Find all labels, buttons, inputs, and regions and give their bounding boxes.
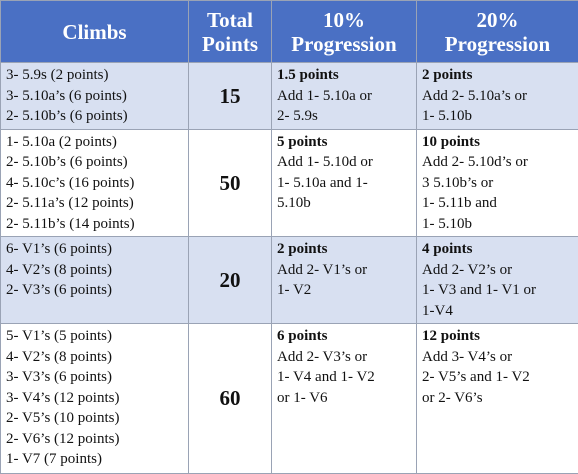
- progression-line: 1- V2: [277, 280, 411, 301]
- climb-line: 2- 5.11b’s (14 points): [6, 214, 183, 235]
- header-text: Points: [191, 32, 269, 56]
- progression-line: 2- 5.9s: [277, 106, 411, 127]
- climb-line: 4- 5.10c’s (16 points): [6, 173, 183, 194]
- progression-points: 5 points: [277, 132, 411, 153]
- header-text: Total: [191, 8, 269, 32]
- progression-line: 1- 5.11b and: [422, 193, 573, 214]
- progression-line: 2- V5’s and 1- V2: [422, 367, 573, 388]
- progression-line: Add 2- V2’s or: [422, 260, 573, 281]
- progression-points: 1.5 points: [277, 65, 411, 86]
- header-text: Climbs: [3, 20, 186, 44]
- progression-line: 3 5.10b’s or: [422, 173, 573, 194]
- climb-line: 2- V6’s (12 points): [6, 429, 183, 450]
- header-cell: Climbs: [1, 1, 189, 63]
- progression-line: 1- 5.10b: [422, 214, 573, 235]
- table-row: 3- 5.9s (2 points)3- 5.10a’s (6 points)2…: [1, 63, 578, 130]
- climbs-cell: 6- V1’s (6 points)4- V2’s (8 points)2- V…: [1, 237, 189, 324]
- progression-points: 2 points: [277, 239, 411, 260]
- header-text: Progression: [419, 32, 576, 56]
- climb-line: 3- 5.9s (2 points): [6, 65, 183, 86]
- total-points: 60: [220, 386, 241, 410]
- total-cell: 50: [189, 129, 272, 237]
- progression-line: or 2- V6’s: [422, 388, 573, 409]
- climb-line: 3- V4’s (12 points): [6, 388, 183, 409]
- climb-line: 2- V5’s (10 points): [6, 408, 183, 429]
- table-row: 5- V1’s (5 points)4- V2’s (8 points)3- V…: [1, 324, 578, 474]
- header-text: Progression: [274, 32, 414, 56]
- progression-line: Add 2- 5.10d’s or: [422, 152, 573, 173]
- climb-line: 2- 5.11a’s (12 points): [6, 193, 183, 214]
- total-points: 20: [220, 268, 241, 292]
- progression-line: Add 2- V1’s or: [277, 260, 411, 281]
- climb-line: 4- V2’s (8 points): [6, 347, 183, 368]
- climb-line: 6- V1’s (6 points): [6, 239, 183, 260]
- climbs-cell: 1- 5.10a (2 points)2- 5.10b’s (6 points)…: [1, 129, 189, 237]
- progression-line: Add 2- V3’s or: [277, 347, 411, 368]
- total-cell: 20: [189, 237, 272, 324]
- progression-line: 1- V4 and 1- V2: [277, 367, 411, 388]
- total-points: 50: [220, 171, 241, 195]
- climbs-cell: 3- 5.9s (2 points)3- 5.10a’s (6 points)2…: [1, 63, 189, 130]
- climb-line: 2- 5.10b’s (6 points): [6, 152, 183, 173]
- climb-line: 2- 5.10b’s (6 points): [6, 106, 183, 127]
- total-cell: 15: [189, 63, 272, 130]
- table-row: 1- 5.10a (2 points)2- 5.10b’s (6 points)…: [1, 129, 578, 237]
- total-points: 15: [220, 84, 241, 108]
- progression-points: 4 points: [422, 239, 573, 260]
- progression-points: 6 points: [277, 326, 411, 347]
- table-body: 3- 5.9s (2 points)3- 5.10a’s (6 points)2…: [1, 63, 578, 474]
- progression-line: 1-V4: [422, 301, 573, 322]
- climb-line: 1- 5.10a (2 points): [6, 132, 183, 153]
- climb-line: 1- V7 (7 points): [6, 449, 183, 470]
- table-row: 6- V1’s (6 points)4- V2’s (8 points)2- V…: [1, 237, 578, 324]
- progression-line: 1- 5.10b: [422, 106, 573, 127]
- climb-line: 5- V1’s (5 points): [6, 326, 183, 347]
- progression-points: 10 points: [422, 132, 573, 153]
- header-cell: 20%Progression: [417, 1, 578, 63]
- progression-line: Add 2- 5.10a’s or: [422, 86, 573, 107]
- progression-line: 1- V3 and 1- V1 or: [422, 280, 573, 301]
- total-cell: 60: [189, 324, 272, 474]
- progression-line: Add 3- V4’s or: [422, 347, 573, 368]
- progression-line: 1- 5.10a and 1-: [277, 173, 411, 194]
- progression-line: 5.10b: [277, 193, 411, 214]
- progression-line: or 1- V6: [277, 388, 411, 409]
- climbs-cell: 5- V1’s (5 points)4- V2’s (8 points)3- V…: [1, 324, 189, 474]
- progression-line: Add 1- 5.10d or: [277, 152, 411, 173]
- progression-points: 12 points: [422, 326, 573, 347]
- header-cell: 10%Progression: [272, 1, 417, 63]
- climb-line: 4- V2’s (8 points): [6, 260, 183, 281]
- progression-line: Add 1- 5.10a or: [277, 86, 411, 107]
- header-text: 10%: [274, 8, 414, 32]
- climb-line: 3- 5.10a’s (6 points): [6, 86, 183, 107]
- progression-points: 2 points: [422, 65, 573, 86]
- header-text: 20%: [419, 8, 576, 32]
- climb-line: 3- V3’s (6 points): [6, 367, 183, 388]
- climb-line: 2- V3’s (6 points): [6, 280, 183, 301]
